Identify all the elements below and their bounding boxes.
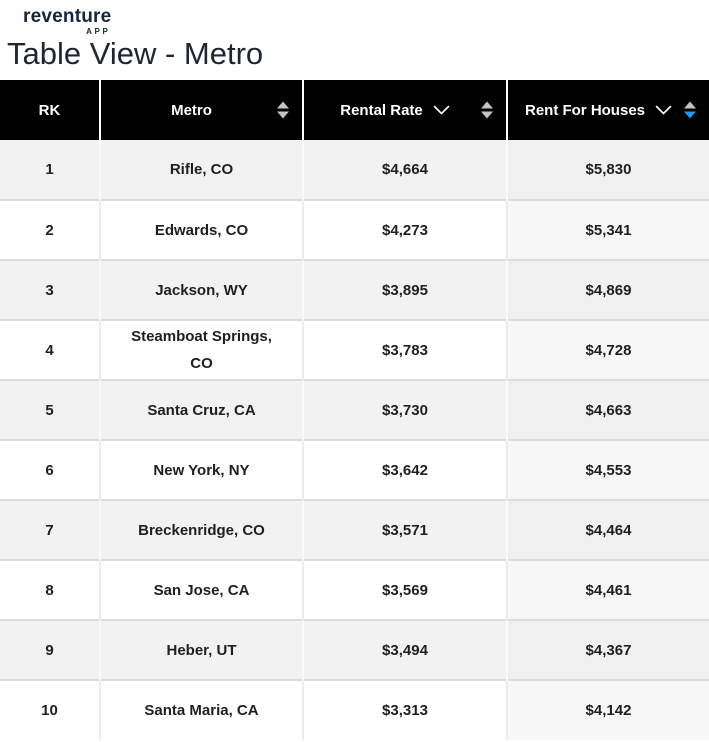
rank-cell: 4 [0, 319, 100, 380]
rent-for-houses-cell: $5,830 [506, 140, 709, 200]
rent-for-houses-cell: $5,341 [506, 199, 709, 260]
rental-rate-cell: $3,313 [302, 679, 507, 740]
rank-cell: 9 [0, 619, 100, 680]
column-label-rent-for-houses: Rent For Houses [524, 101, 645, 119]
metro-cell: Edwards, CO [99, 199, 303, 260]
metro-cell: Steamboat Springs, CO [99, 319, 303, 380]
table-row: 4 Steamboat Springs, CO $3,783 $4,728 [0, 319, 709, 380]
rank-cell: 6 [0, 439, 100, 500]
page-title: Table View - Metro [7, 36, 264, 71]
metro-cell: Santa Cruz, CA [99, 379, 303, 440]
reventure-logo: reventure APP [23, 7, 111, 36]
metro-table: RK Metro Rental Rate [0, 80, 709, 740]
rent-for-houses-cell: $4,553 [506, 439, 709, 500]
rental-rate-cell: $3,642 [302, 439, 507, 500]
table-row: 2 Edwards, CO $4,273 $5,341 [0, 199, 709, 260]
rent-for-houses-cell: $4,142 [506, 679, 709, 740]
table-row: 8 San Jose, CA $3,569 $4,461 [0, 559, 709, 620]
sort-up-icon [277, 101, 289, 109]
rank-cell: 1 [45, 161, 54, 178]
rental-rate-cell: $3,571 [302, 499, 507, 560]
rank-cell: 10 [0, 679, 100, 740]
rent-for-houses-cell: $4,464 [506, 499, 709, 560]
column-label-rk: RK [38, 101, 61, 119]
column-label-metro: Metro [171, 101, 212, 119]
table-row: 9 Heber, UT $3,494 $4,367 [0, 619, 709, 680]
column-header-rk[interactable]: RK [0, 80, 100, 140]
sort-down-icon-active-desc [684, 111, 696, 119]
metro-cell: Rifle, CO [99, 140, 303, 200]
rental-rate-cell: $3,783 [302, 319, 507, 380]
rank-cell: 3 [0, 259, 100, 320]
rent-for-houses-cell: $4,367 [506, 619, 709, 680]
rank-cell: 2 [0, 199, 100, 260]
table-body: 1 Rifle, CO $4,664 $5,830 2 Edwards, CO … [0, 140, 709, 740]
chevron-down-icon[interactable] [655, 105, 672, 115]
rental-rate-cell: $4,273 [302, 199, 507, 260]
rental-rate-cell: $3,569 [302, 559, 507, 620]
sort-arrows-icon-rent-for-houses[interactable] [684, 101, 696, 119]
metro-cell: Jackson, WY [99, 259, 303, 320]
rent-for-houses-cell: $4,663 [506, 379, 709, 440]
sort-arrows-icon-metro[interactable] [277, 101, 289, 119]
brand-sub-label: APP [86, 27, 111, 36]
table-row: 6 New York, NY $3,642 $4,553 [0, 439, 709, 500]
sort-down-icon [481, 111, 493, 119]
rank-cell: 7 [0, 499, 100, 560]
table-header-row: RK Metro Rental Rate [0, 80, 709, 140]
rent-for-houses-cell: $4,869 [506, 259, 709, 320]
rank-cell: 8 [0, 559, 100, 620]
rental-rate-cell: $3,895 [302, 259, 507, 320]
column-label-rental-rate: Rental Rate [340, 101, 423, 119]
column-header-rent-for-houses[interactable]: Rent For Houses [506, 80, 709, 140]
sort-arrows-icon-rental-rate[interactable] [481, 101, 493, 119]
metro-cell: Heber, UT [99, 619, 303, 680]
table-row: 10 Santa Maria, CA $3,313 $4,142 [0, 679, 709, 740]
column-header-rental-rate[interactable]: Rental Rate [302, 80, 507, 140]
rent-for-houses-cell: $4,728 [506, 319, 709, 380]
rental-rate-cell: $4,664 [302, 140, 507, 200]
metro-cell: New York, NY [99, 439, 303, 500]
sort-up-icon [684, 101, 696, 109]
sort-up-icon [481, 101, 493, 109]
table-row: 3 Jackson, WY $3,895 $4,869 [0, 259, 709, 320]
rental-rate-cell: $3,494 [302, 619, 507, 680]
table-row: 1 Rifle, CO $4,664 $5,830 [0, 140, 709, 200]
table-row: 5 Santa Cruz, CA $3,730 $4,663 [0, 379, 709, 440]
rent-for-houses-cell: $4,461 [506, 559, 709, 620]
chevron-down-icon[interactable] [433, 105, 450, 115]
rental-rate-cell: $3,730 [302, 379, 507, 440]
metro-cell: San Jose, CA [99, 559, 303, 620]
metro-cell: Santa Maria, CA [99, 679, 303, 740]
column-header-metro[interactable]: Metro [99, 80, 303, 140]
rank-cell: 5 [0, 379, 100, 440]
sort-down-icon [277, 111, 289, 119]
page-header: reventure APP Table View - Metro [0, 0, 709, 80]
table-row: 7 Breckenridge, CO $3,571 $4,464 [0, 499, 709, 560]
metro-cell: Breckenridge, CO [99, 499, 303, 560]
brand-name: reventure [23, 6, 112, 27]
